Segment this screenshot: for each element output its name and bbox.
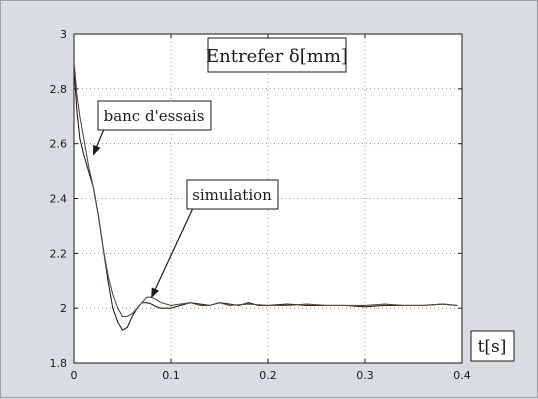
y-tick-label: 3 [60, 28, 67, 41]
annotation-arrow-simulation [151, 207, 194, 299]
y-tick-label: 2.6 [50, 138, 68, 151]
y-tick-label: 1.8 [50, 357, 68, 370]
chart-title: Entrefer δ[mm] [206, 46, 348, 67]
x-tick-label: 0.2 [259, 369, 277, 382]
annotation-label-banc: banc d'essais [104, 107, 205, 125]
annotation-simulation: simulation [151, 179, 279, 299]
x-tick-label: 0.1 [162, 369, 180, 382]
x-axis-label-box: t[s] [470, 330, 515, 362]
annotation-banc-d-essais: banc d'essais [92, 100, 212, 156]
y-tick-label: 2.2 [50, 247, 68, 260]
series-line-simulation [73, 61, 458, 317]
series-layer [73, 61, 458, 331]
y-tick-label: 2.4 [50, 193, 68, 206]
annotation-arrow-banc [92, 128, 105, 156]
chart-title-box: Entrefer δ[mm] [206, 37, 348, 73]
x-tick-label: 0.3 [356, 369, 374, 382]
y-tick-label: 2.8 [50, 83, 68, 96]
axis-ticks: 0 0.1 0.2 0.3 0.4 1.8 2 2.2 2.4 2.6 2.8 3 [50, 28, 471, 382]
annotation-label-simulation: simulation [192, 186, 272, 204]
x-axis-label: t[s] [478, 337, 507, 357]
y-tick-label: 2 [60, 302, 67, 315]
x-tick-label: 0 [71, 369, 78, 382]
x-tick-label: 0.4 [453, 369, 471, 382]
